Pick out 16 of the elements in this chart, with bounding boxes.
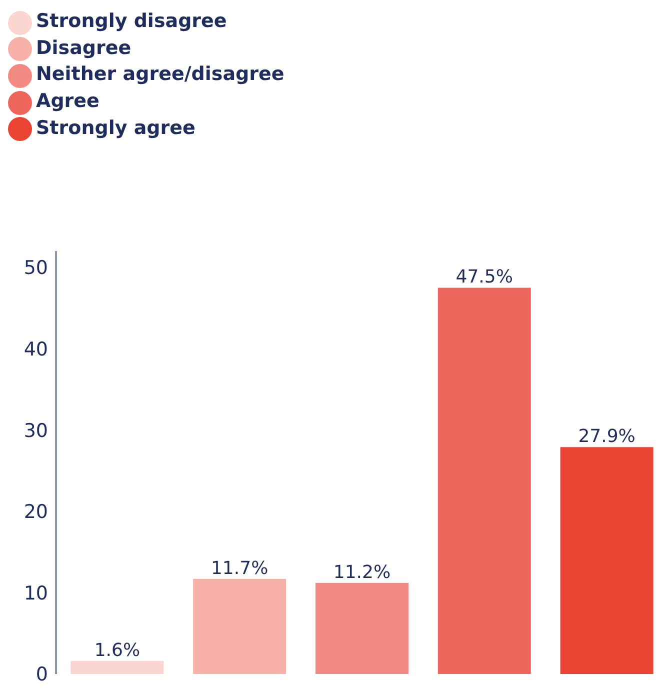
y-tick-label: 10 [24,582,48,604]
y-tick-label: 40 [24,338,48,360]
legend-label: Agree [36,90,100,112]
data-label: 27.9% [578,426,636,448]
data-label: 11.2% [333,562,391,583]
y-tick-label: 20 [24,501,48,524]
y-tick-label: 0 [36,664,48,686]
legend-label: Strongly agree [36,116,196,138]
data-label: 11.7% [210,558,268,579]
data-label: 47.5% [456,266,513,288]
data-label: 1.6% [94,640,140,661]
legend-label: Strongly disagree [36,10,227,32]
y-tick-label: 30 [24,420,48,442]
legend-label: Neither agree/disagree [36,63,284,86]
y-tick-label: 50 [24,257,48,280]
legend-label: Disagree [36,36,132,59]
